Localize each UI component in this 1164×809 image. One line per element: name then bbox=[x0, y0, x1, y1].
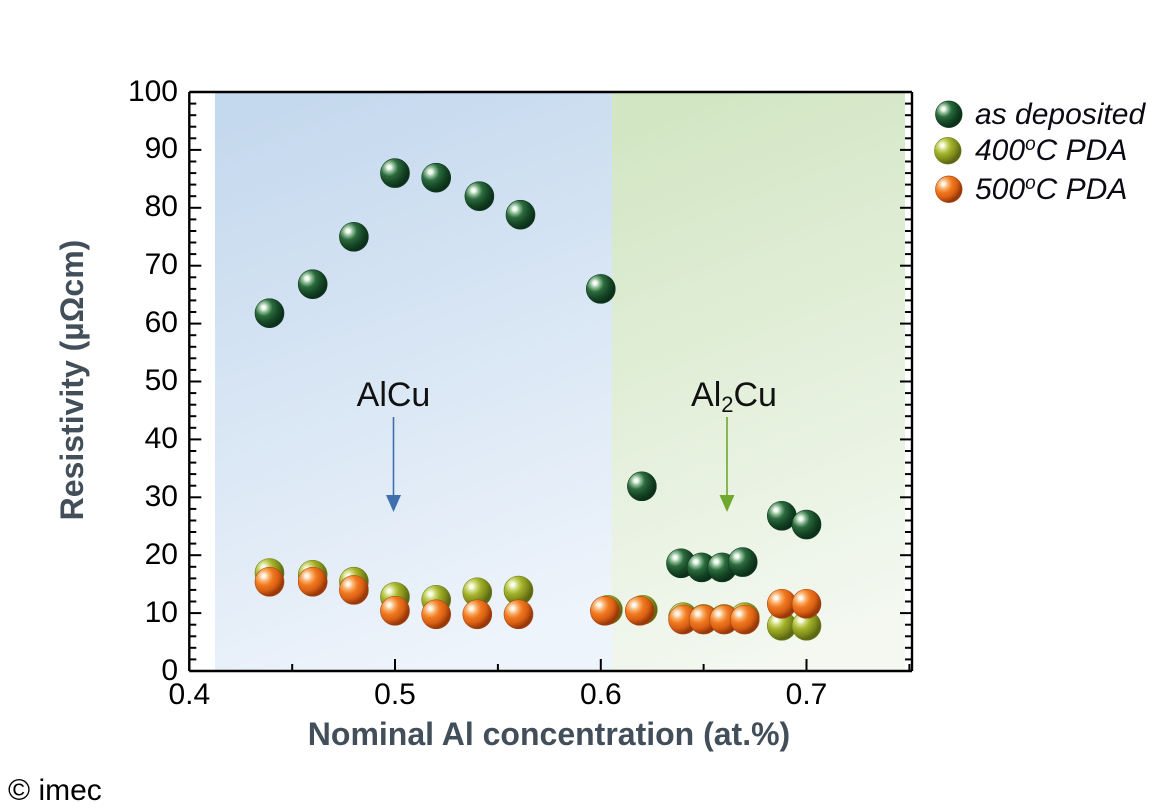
svg-text:© imec: © imec bbox=[8, 774, 102, 807]
svg-text:10: 10 bbox=[145, 596, 178, 629]
svg-text:90: 90 bbox=[145, 132, 178, 165]
svg-text:400oC PDA: 400oC PDA bbox=[975, 134, 1127, 168]
svg-text:0.6: 0.6 bbox=[580, 678, 622, 711]
svg-text:0.7: 0.7 bbox=[786, 678, 828, 711]
svg-text:20: 20 bbox=[145, 538, 178, 571]
svg-text:80: 80 bbox=[145, 190, 178, 223]
svg-text:as deposited: as deposited bbox=[975, 98, 1146, 131]
svg-text:30: 30 bbox=[145, 480, 178, 513]
svg-text:100: 100 bbox=[128, 75, 178, 108]
svg-text:50: 50 bbox=[145, 364, 178, 397]
svg-text:500oC PDA: 500oC PDA bbox=[975, 173, 1127, 207]
svg-text:Al2Cu: Al2Cu bbox=[691, 376, 777, 417]
svg-text:40: 40 bbox=[145, 422, 178, 455]
svg-text:60: 60 bbox=[145, 306, 178, 339]
svg-text:0.4: 0.4 bbox=[168, 678, 210, 711]
svg-text:0.5: 0.5 bbox=[374, 678, 416, 711]
svg-text:Resistivity (µΩcm): Resistivity (µΩcm) bbox=[54, 240, 90, 521]
svg-text:Nominal Al concentration (at.%: Nominal Al concentration (at.%) bbox=[308, 716, 790, 752]
svg-text:70: 70 bbox=[145, 248, 178, 281]
svg-text:AlCu: AlCu bbox=[357, 376, 431, 414]
